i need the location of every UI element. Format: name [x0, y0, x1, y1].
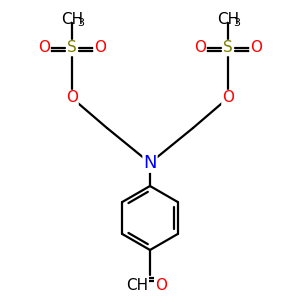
Text: O: O — [222, 91, 234, 106]
Text: CH: CH — [217, 11, 239, 26]
Text: O: O — [38, 40, 50, 56]
Text: O: O — [66, 91, 78, 106]
Text: 3: 3 — [77, 18, 85, 28]
Text: CH: CH — [61, 11, 83, 26]
Text: O: O — [155, 278, 167, 292]
Text: S: S — [67, 40, 77, 56]
Text: 3: 3 — [233, 18, 241, 28]
Text: O: O — [250, 40, 262, 56]
Text: N: N — [143, 154, 157, 172]
Text: CH: CH — [126, 278, 148, 292]
Text: O: O — [94, 40, 106, 56]
Text: O: O — [194, 40, 206, 56]
Text: S: S — [223, 40, 233, 56]
